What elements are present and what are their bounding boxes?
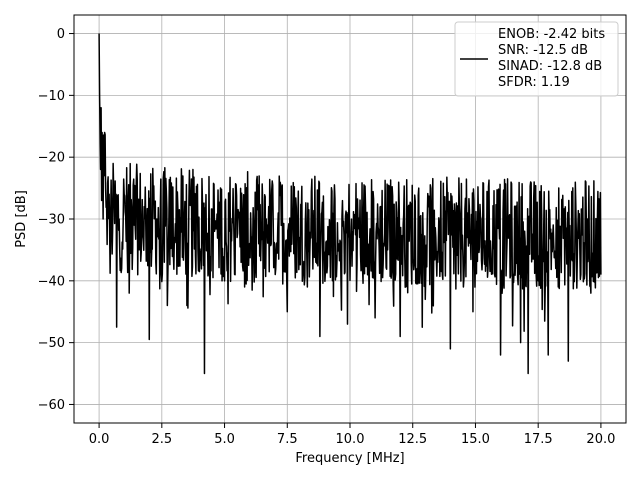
legend-enob: ENOB: -2.42 bits <box>498 27 605 42</box>
x-tick-label: 12.5 <box>398 432 427 447</box>
y-tick-label: −20 <box>38 151 65 166</box>
x-tick-label: 10.0 <box>336 432 365 447</box>
legend-sinad: SINAD: -12.8 dB <box>498 59 602 74</box>
legend-snr: SNR: -12.5 dB <box>498 43 588 58</box>
y-tick-label: −50 <box>38 336 65 351</box>
x-tick-label: 7.5 <box>277 432 298 447</box>
axis-ticks: 0.0 2.5 5.0 7.5 10.0 12.5 15.0 17.5 20.0 0 −10 −20 −… <box>38 27 616 447</box>
legend-sfdr: SFDR: 1.19 <box>498 75 570 90</box>
y-tick-label: 0 <box>57 27 65 42</box>
y-tick-label: −60 <box>38 398 65 413</box>
plot-area <box>98 33 602 375</box>
x-tick-label: 5.0 <box>214 432 235 447</box>
y-tick-label: −40 <box>38 274 65 289</box>
y-tick-label: −30 <box>38 213 65 228</box>
legend-box <box>454 21 619 97</box>
psd-series-line <box>98 33 602 375</box>
x-tick-label: 2.5 <box>151 432 172 447</box>
x-tick-label: 0.0 <box>89 432 110 447</box>
x-tick-label: 15.0 <box>461 432 490 447</box>
x-tick-label: 20.0 <box>586 432 615 447</box>
y-tick-label: −10 <box>38 89 65 104</box>
y-axis-label: PSD [dB] <box>14 190 29 248</box>
x-axis-label: Frequency [MHz] <box>295 451 404 466</box>
x-tick-label: 17.5 <box>524 432 553 447</box>
legend: ENOB: -2.42 bits SNR: -12.5 dB SINAD: -1… <box>454 21 619 97</box>
